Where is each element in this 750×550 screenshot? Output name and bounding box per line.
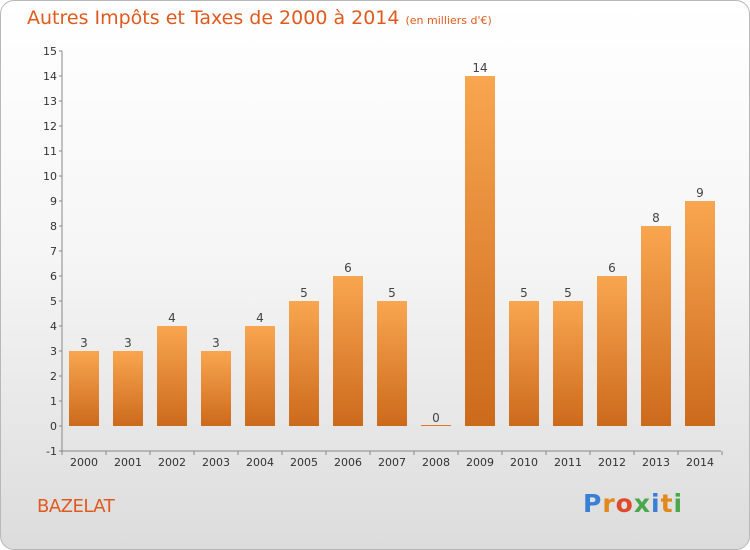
bar xyxy=(201,351,231,426)
x-tick-label: 2002 xyxy=(158,456,186,469)
y-tick-label: 11 xyxy=(43,145,57,158)
x-tick-label: 2001 xyxy=(114,456,142,469)
y-tick-label: -1 xyxy=(46,445,57,458)
logo-letter: P xyxy=(583,489,603,518)
y-tick-label: 6 xyxy=(50,270,57,283)
x-tick-label: 2007 xyxy=(378,456,406,469)
bar xyxy=(553,301,583,426)
bar xyxy=(509,301,539,426)
data-label: 3 xyxy=(212,336,220,350)
bar xyxy=(289,301,319,426)
bar xyxy=(641,226,671,426)
x-tick-label: 2011 xyxy=(554,456,582,469)
bar xyxy=(421,425,451,426)
y-tick-label: 7 xyxy=(50,245,57,258)
logo-letter: i xyxy=(673,489,684,518)
x-tick-label: 2014 xyxy=(686,456,714,469)
y-tick-label: 10 xyxy=(43,170,57,183)
data-label: 6 xyxy=(344,261,352,275)
x-tick-label: 2006 xyxy=(334,456,362,469)
data-label: 5 xyxy=(520,286,528,300)
x-tick-label: 2012 xyxy=(598,456,626,469)
y-tick-label: 15 xyxy=(43,45,57,58)
x-tick-label: 2003 xyxy=(202,456,230,469)
bar xyxy=(465,76,495,426)
x-tick-label: 2009 xyxy=(466,456,494,469)
y-tick-label: 4 xyxy=(50,320,57,333)
data-label: 9 xyxy=(696,186,704,200)
bar xyxy=(69,351,99,426)
data-label: 14 xyxy=(472,61,487,75)
y-tick-label: 1 xyxy=(50,395,57,408)
bar xyxy=(333,276,363,426)
data-label: 5 xyxy=(564,286,572,300)
bar xyxy=(157,326,187,426)
y-tick-label: 13 xyxy=(43,95,57,108)
y-tick-label: 8 xyxy=(50,220,57,233)
data-label: 0 xyxy=(432,411,440,425)
bar xyxy=(245,326,275,426)
proxiti-logo[interactable]: Proxiti xyxy=(583,489,683,518)
x-tick-label: 2005 xyxy=(290,456,318,469)
commune-name: BAZELAT xyxy=(37,496,115,517)
y-tick-label: 9 xyxy=(50,195,57,208)
data-label: 4 xyxy=(256,311,264,325)
y-tick-label: 5 xyxy=(50,295,57,308)
bar xyxy=(113,351,143,426)
data-label: 3 xyxy=(80,336,88,350)
chart-title: Autres Impôts et Taxes de 2000 à 2014 (en… xyxy=(27,7,492,29)
chart-unit: (en milliers d'€) xyxy=(405,14,492,27)
y-tick-label: 2 xyxy=(50,370,57,383)
logo-letter: x xyxy=(633,489,651,518)
bar xyxy=(597,276,627,426)
data-label: 6 xyxy=(608,261,616,275)
y-tick-label: 14 xyxy=(43,70,57,83)
bar xyxy=(685,201,715,426)
y-tick-label: 0 xyxy=(50,420,57,433)
logo-letter: t xyxy=(660,489,674,518)
logo-letter: o xyxy=(615,489,634,518)
x-tick-label: 2013 xyxy=(642,456,670,469)
x-tick-label: 2008 xyxy=(422,456,450,469)
bar xyxy=(377,301,407,426)
data-label: 4 xyxy=(168,311,176,325)
y-tick-label: 3 xyxy=(50,345,57,358)
x-tick-label: 2010 xyxy=(510,456,538,469)
logo-letter: r xyxy=(602,489,616,518)
data-label: 8 xyxy=(652,211,660,225)
x-tick-label: 2004 xyxy=(246,456,274,469)
data-label: 5 xyxy=(300,286,308,300)
x-tick-label: 2000 xyxy=(70,456,98,469)
logo-letter: i xyxy=(651,489,661,518)
y-tick-label: 12 xyxy=(43,120,57,133)
data-label: 5 xyxy=(388,286,396,300)
chart-title-text: Autres Impôts et Taxes de 2000 à 2014 xyxy=(27,7,400,29)
data-label: 3 xyxy=(124,336,132,350)
